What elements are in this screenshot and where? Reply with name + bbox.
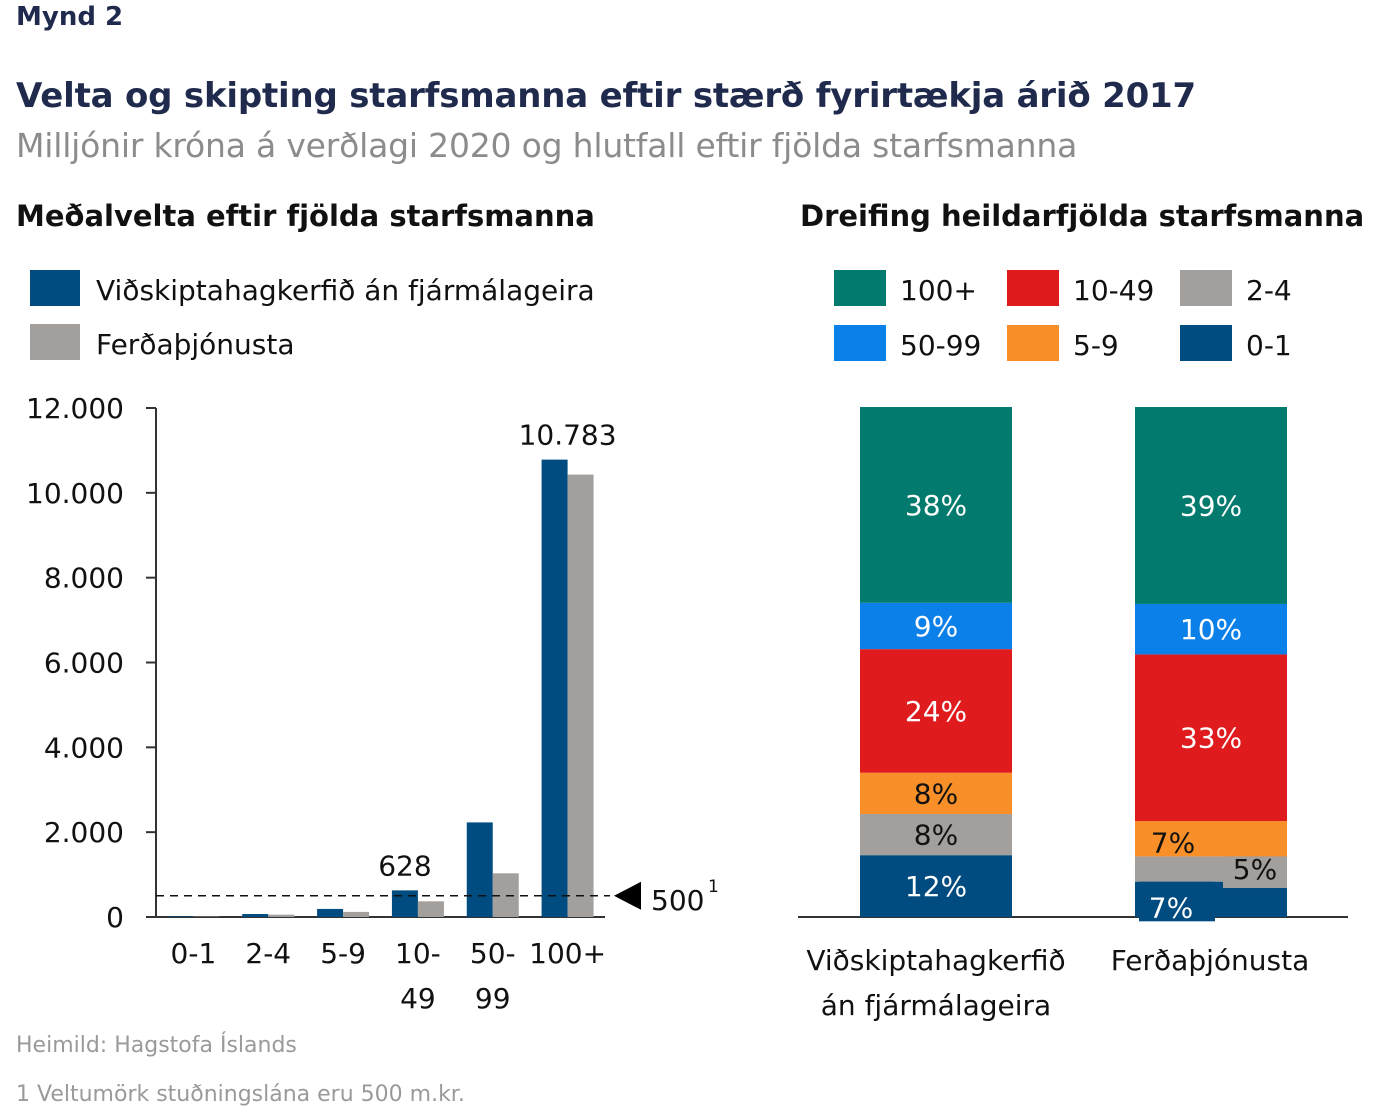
legend-swatch-50-99: [834, 325, 886, 361]
stack-segment-tourism-10-49: [1135, 654, 1287, 822]
bar-100+-tourism: [567, 474, 594, 917]
stack-label-economy-5-9: 8%: [914, 777, 958, 810]
stacked-category-label-0-line2: án fjármálageira: [821, 989, 1051, 1022]
x-tick-label-5-9: 5-9: [320, 937, 366, 970]
bar-5-9-economy: [317, 908, 344, 917]
y-tick-label-5: 10.000: [26, 477, 124, 510]
data-label-100+: 10.783: [519, 419, 617, 452]
legend-label-10-49: 10-49: [1073, 274, 1154, 307]
stack-segment-tourism-100+: [1135, 407, 1287, 604]
legend-swatch-0: [30, 270, 80, 306]
x-tick-label-0-1: 0-1: [171, 937, 217, 970]
legend-swatch-100+: [834, 270, 886, 306]
legend-label-50-99: 50-99: [900, 329, 981, 362]
legend-swatch-2-4: [1180, 270, 1232, 306]
stacked-category-label-0: Viðskiptahagkerfið: [806, 944, 1065, 977]
bar-chart-title: Meðalvelta eftir fjölda starfsmanna: [16, 199, 595, 233]
legend-swatch-5-9: [1007, 325, 1059, 361]
x-tick-label-10-49: 10-: [395, 937, 441, 970]
stack-label-tourism-100+: 39%: [1180, 489, 1242, 522]
bar-2-4-economy: [242, 914, 269, 917]
stack-label-tourism-5-9: 7%: [1151, 827, 1195, 860]
bar-50-99-economy: [466, 822, 493, 917]
bar-2-4-tourism: [268, 914, 295, 917]
stack-label-economy-10-49: 24%: [905, 695, 967, 728]
chart-title: Velta og skipting starfsmanna eftir stær…: [16, 76, 1196, 116]
y-tick-label-1: 2.000: [44, 816, 124, 849]
reference-label: 500: [651, 884, 704, 917]
stack-label-economy-100+: 38%: [905, 489, 967, 522]
stacked-chart-title: Dreifing heildarfjölda starfsmanna: [800, 199, 1364, 233]
reference-arrow-icon: [614, 881, 641, 910]
stack-segment-economy-50-99: [860, 602, 1012, 650]
legend-label-1: Ferðaþjónusta: [96, 328, 295, 361]
y-tick-label-0: 0: [106, 901, 124, 934]
chart-subtitle: Milljónir króna á verðlagi 2020 og hlutf…: [16, 126, 1078, 165]
x-tick-label-50-99-line2: 99: [475, 982, 511, 1015]
stack-segment-economy-5-9: [860, 772, 1012, 814]
y-tick-label-4: 8.000: [44, 562, 124, 595]
figure-label: Mynd 2: [16, 2, 124, 32]
legend-label-0-1: 0-1: [1246, 329, 1292, 362]
legend-swatch-1: [30, 324, 80, 360]
legend-label-2-4: 2-4: [1246, 274, 1292, 307]
stack-segment-economy-2-4: [860, 813, 1012, 856]
bar-10-49-economy: [391, 890, 418, 917]
reference-footnote-marker: 1: [708, 877, 719, 897]
x-tick-label-2-4: 2-4: [245, 937, 291, 970]
x-tick-label-10-49-line2: 49: [400, 982, 436, 1015]
legend-swatch-0-1: [1180, 325, 1232, 361]
bar-100+-economy: [541, 459, 568, 917]
footnote: 1 Veltumörk stuðningslána eru 500 m.kr.: [16, 1082, 465, 1107]
stack-segment-economy-0-1: [860, 855, 1012, 917]
stack-label-economy-50-99: 9%: [914, 610, 958, 643]
stack-label-tourism-2-4: 5%: [1233, 853, 1277, 886]
y-tick-label-6: 12.000: [26, 392, 124, 425]
stack-label-tourism-10-49: 33%: [1180, 722, 1242, 755]
stack-label-economy-0-1: 12%: [905, 870, 967, 903]
y-tick-label-3: 6.000: [44, 647, 124, 680]
x-tick-label-50-99: 50-: [470, 937, 516, 970]
bar-5-9-tourism: [343, 911, 370, 917]
stack-label-tourism-50-99: 10%: [1180, 613, 1242, 646]
y-tick-label-2: 4.000: [44, 731, 124, 764]
stack-label-tourism-0-1: 7%: [1149, 891, 1193, 924]
legend-label-0: Viðskiptahagkerfið án fjármálageira: [96, 274, 595, 307]
legend-swatch-10-49: [1007, 270, 1059, 306]
bar-10-49-tourism: [417, 901, 444, 917]
legend-label-100+: 100+: [900, 274, 977, 307]
data-label-10-49: 628: [378, 849, 431, 882]
stack-segment-economy-10-49: [860, 649, 1012, 773]
stack-label-economy-2-4: 8%: [914, 819, 958, 852]
stack-segment-tourism-5-9: [1135, 821, 1287, 857]
x-tick-label-100+: 100+: [529, 937, 606, 970]
source-note: Heimild: Hagstofa Íslands: [16, 1032, 297, 1058]
stack-segment-economy-100+: [860, 407, 1012, 603]
stack-segment-tourism-50-99: [1135, 603, 1287, 655]
bar-0-1-economy: [167, 916, 194, 917]
stacked-category-label-1: Ferðaþjónusta: [1111, 944, 1310, 977]
legend-label-5-9: 5-9: [1073, 329, 1119, 362]
stack-callout-tourism-0-1: [1139, 875, 1215, 922]
